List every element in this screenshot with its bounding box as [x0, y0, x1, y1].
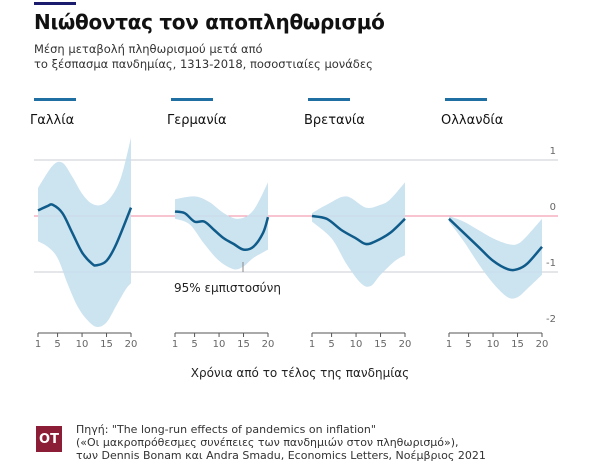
x-tick-label: 5 [191, 339, 197, 350]
x-tick-label: 10 [76, 339, 89, 350]
panel-header-bar [171, 98, 213, 101]
x-tick-label: 5 [465, 339, 471, 350]
x-tick-label: 20 [399, 339, 412, 350]
chart-title: Νιώθοντας τον αποπληθωρισμό [34, 10, 385, 34]
panel-header-bar [308, 98, 350, 101]
x-tick-label: 20 [262, 339, 275, 350]
x-tick-label: 15 [100, 339, 113, 350]
panel-header-bar [34, 98, 76, 101]
panel-title: Γαλλία [30, 113, 74, 128]
mean-line [37, 203, 133, 267]
source-line: («Οι μακροπρόθεσμες συνέπειες των πανδημ… [76, 436, 459, 449]
subtitle-line: το ξέσπασμα πανδημίας, 1313-2018, ποσοστ… [34, 57, 373, 71]
panel-title: Βρετανία [304, 113, 365, 128]
x-tick-label: 20 [536, 339, 549, 350]
x-tick-label: 5 [54, 339, 60, 350]
confidence-band [449, 216, 542, 299]
y-tick-label: -2 [546, 314, 556, 325]
ot-logo: OT [36, 426, 62, 452]
x-tick-label: 10 [487, 339, 500, 350]
confidence-band [175, 182, 268, 270]
x-tick-label: 1 [309, 339, 315, 350]
confidence-band [312, 182, 405, 287]
panel-header-bar [445, 98, 487, 101]
source-note: Πηγή: "The long-run effects of pandemics… [76, 423, 486, 462]
x-tick-label: 15 [237, 339, 250, 350]
mean-line [448, 217, 543, 272]
x-tick-label: 1 [35, 339, 41, 350]
source-line: των Dennis Bonam και Andra Smadu, Econom… [76, 449, 486, 462]
x-tick-label: 1 [172, 339, 178, 350]
chart-subtitle: Μέση μεταβολή πληθωρισμού μετά από το ξέ… [34, 42, 373, 72]
x-tick-label: 5 [328, 339, 334, 350]
y-tick-label: 1 [550, 146, 556, 157]
confidence-band [38, 137, 131, 327]
mean-line [311, 214, 406, 246]
panel-title: Ολλανδία [441, 113, 503, 128]
x-tick-label: 20 [125, 339, 138, 350]
top-accent-bar [34, 2, 76, 5]
x-axis-label: Χρόνια από το τέλος της πανδημίας [191, 366, 409, 380]
x-tick-label: 10 [350, 339, 363, 350]
y-tick-label: -1 [546, 258, 556, 269]
x-tick-label: 10 [213, 339, 226, 350]
x-tick-label: 1 [446, 339, 452, 350]
subtitle-line: Μέση μεταβολή πληθωρισμού μετά από [34, 42, 263, 56]
mean-line [174, 210, 270, 252]
x-tick-label: 15 [374, 339, 387, 350]
panel-title: Γερμανία [167, 113, 227, 128]
source-line: Πηγή: "The long-run effects of pandemics… [76, 423, 376, 436]
y-tick-label: 0 [550, 202, 556, 213]
confidence-annotation: 95% εμπιστοσύνη [174, 281, 281, 295]
x-tick-label: 15 [511, 339, 524, 350]
